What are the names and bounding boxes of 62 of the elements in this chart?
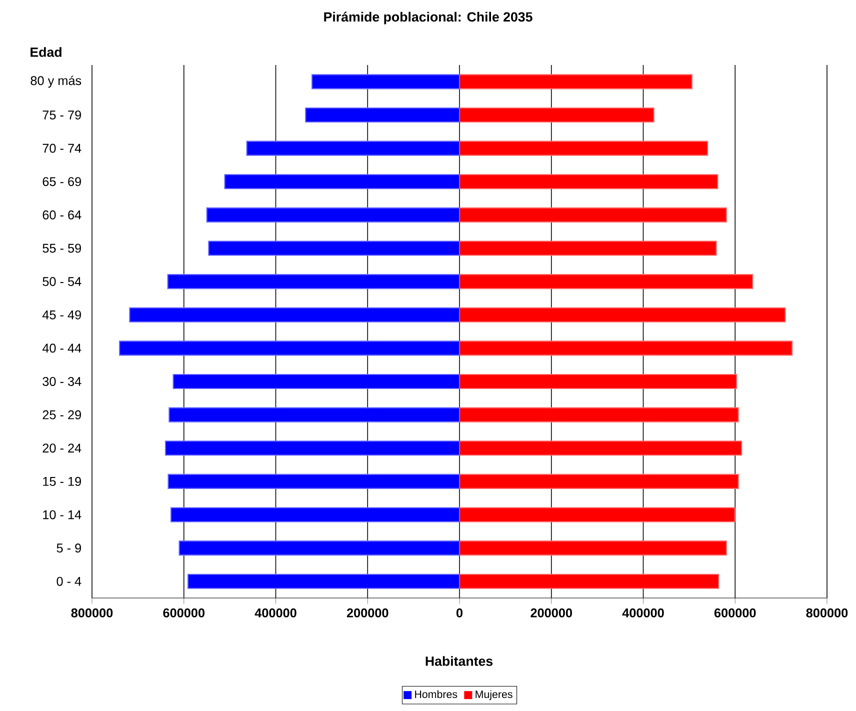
bar bbox=[458, 340, 793, 356]
bar bbox=[458, 440, 742, 456]
x-tick-label: 800000 bbox=[71, 608, 113, 618]
y-tick-label: 40 - 44 bbox=[42, 344, 82, 353]
bar bbox=[312, 74, 460, 90]
bar bbox=[458, 274, 754, 290]
bar bbox=[172, 374, 460, 390]
bar bbox=[458, 140, 708, 156]
bar bbox=[164, 440, 460, 456]
y-tick-label: 70 - 74 bbox=[42, 144, 82, 153]
x-tick-label: 600000 bbox=[163, 608, 204, 618]
y-tick-label: 10 - 14 bbox=[43, 510, 82, 520]
x-tick-label: 600000 bbox=[714, 608, 756, 618]
bar bbox=[458, 407, 739, 422]
bar bbox=[119, 340, 460, 356]
bar bbox=[187, 574, 460, 589]
bar bbox=[305, 107, 460, 123]
y-tick-label: 0 - 4 bbox=[56, 576, 82, 586]
legend-label: Hombres bbox=[415, 690, 458, 698]
bar bbox=[458, 374, 738, 390]
bar bbox=[178, 540, 460, 556]
x-tick-label: 200000 bbox=[346, 608, 388, 618]
legend-label: Mujeres bbox=[476, 690, 512, 700]
x-tick-label: 0 bbox=[456, 608, 463, 618]
bar bbox=[458, 174, 718, 190]
x-tick-label: 800000 bbox=[806, 608, 848, 618]
y-tick-label: 15 - 19 bbox=[43, 476, 81, 486]
y-tick-label: 60 - 64 bbox=[42, 210, 82, 220]
y-tick-label: 5 - 9 bbox=[56, 544, 81, 553]
bar bbox=[170, 507, 460, 522]
y-tick-label: 55 - 59 bbox=[42, 244, 81, 253]
y-tick-label: 45 - 49 bbox=[42, 310, 81, 320]
bar bbox=[167, 274, 460, 290]
bar bbox=[206, 207, 460, 222]
bar bbox=[458, 574, 720, 589]
x-tick-label: 400000 bbox=[254, 608, 296, 618]
bar bbox=[458, 474, 739, 489]
y-tick-label: 20 - 24 bbox=[42, 444, 82, 453]
y-tick-label: 50 - 54 bbox=[42, 277, 82, 286]
chart-title: Pirámide poblacional: Chile 2035 bbox=[324, 12, 532, 24]
x-tick-label: 200000 bbox=[530, 608, 572, 618]
y-tick-label: 25 - 29 bbox=[42, 410, 81, 420]
bar bbox=[246, 140, 460, 156]
bar bbox=[168, 407, 460, 422]
bar bbox=[458, 307, 786, 322]
bar bbox=[458, 540, 727, 556]
bar bbox=[224, 174, 460, 190]
y-tick-label: 30 - 34 bbox=[42, 377, 82, 386]
bar bbox=[458, 507, 736, 522]
bar bbox=[208, 240, 460, 256]
bar bbox=[458, 207, 727, 222]
x-axis-title: Habitantes bbox=[426, 656, 493, 666]
y-tick-label: 80 y más bbox=[30, 76, 82, 88]
x-tick-label: 400000 bbox=[622, 608, 664, 618]
bar bbox=[168, 474, 460, 489]
y-tick-label: 75 - 79 bbox=[42, 110, 81, 120]
bar bbox=[129, 307, 460, 322]
y-tick-label: 65 - 69 bbox=[42, 177, 81, 186]
y-axis-title: Edad bbox=[30, 47, 62, 57]
bar bbox=[458, 240, 717, 256]
bar bbox=[458, 74, 692, 90]
bar bbox=[458, 107, 654, 123]
